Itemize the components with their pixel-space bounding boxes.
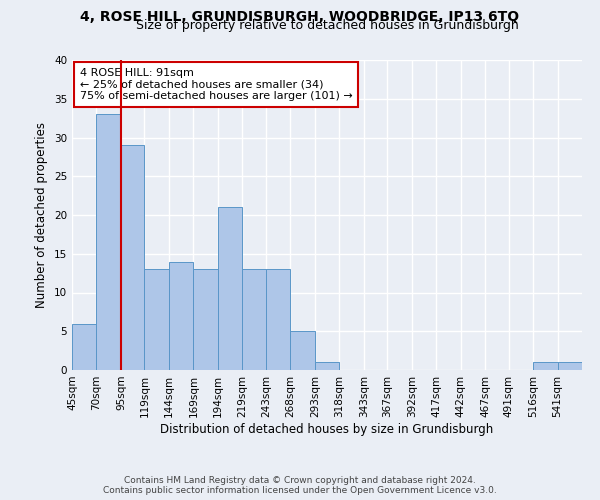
Text: 4, ROSE HILL, GRUNDISBURGH, WOODBRIDGE, IP13 6TQ: 4, ROSE HILL, GRUNDISBURGH, WOODBRIDGE, … [80, 10, 520, 24]
Title: Size of property relative to detached houses in Grundisburgh: Size of property relative to detached ho… [136, 20, 518, 32]
Bar [290, 331, 315, 370]
Bar [533, 362, 557, 370]
Bar [242, 269, 266, 370]
Bar [193, 269, 218, 370]
Bar [218, 207, 242, 370]
Bar [169, 262, 193, 370]
Bar [145, 269, 169, 370]
Bar [557, 362, 582, 370]
Bar [97, 114, 121, 370]
Bar [121, 145, 145, 370]
X-axis label: Distribution of detached houses by size in Grundisburgh: Distribution of detached houses by size … [160, 422, 494, 436]
Bar [315, 362, 339, 370]
Text: 4 ROSE HILL: 91sqm
← 25% of detached houses are smaller (34)
75% of semi-detache: 4 ROSE HILL: 91sqm ← 25% of detached hou… [80, 68, 352, 101]
Bar [266, 269, 290, 370]
Bar [72, 324, 97, 370]
Text: Contains HM Land Registry data © Crown copyright and database right 2024.
Contai: Contains HM Land Registry data © Crown c… [103, 476, 497, 495]
Y-axis label: Number of detached properties: Number of detached properties [35, 122, 49, 308]
